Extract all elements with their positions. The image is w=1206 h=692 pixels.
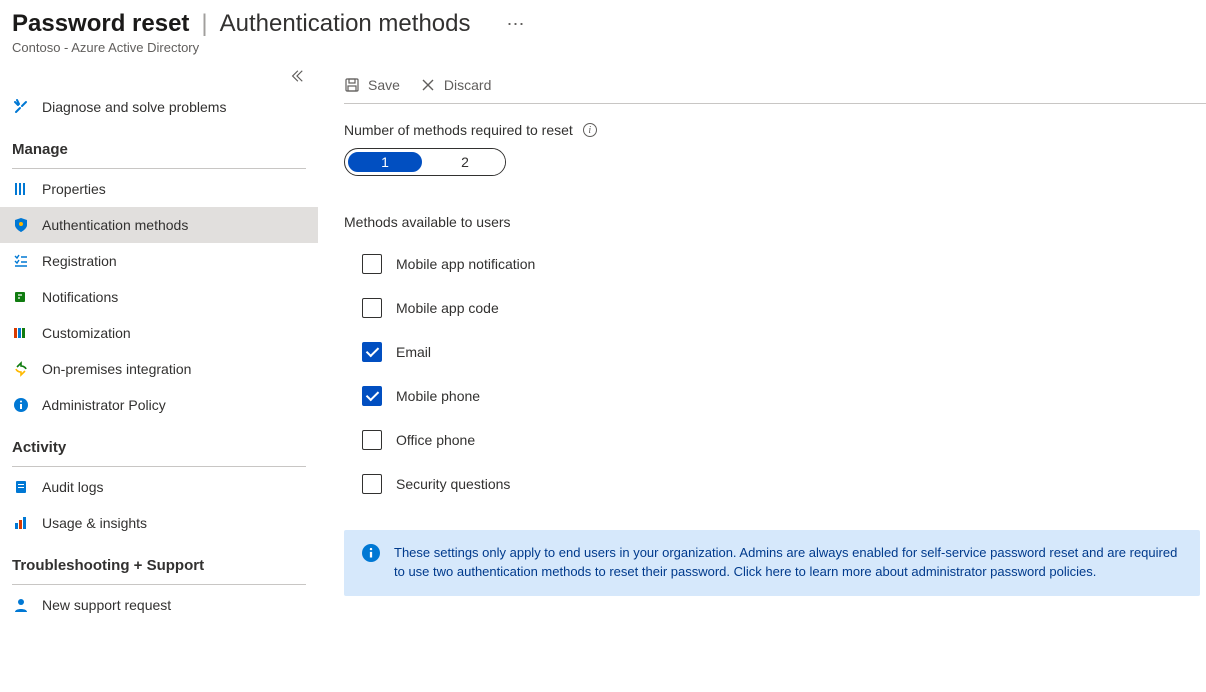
checkbox-label: Security questions (396, 476, 510, 492)
sidebar-item-label: Customization (42, 325, 131, 341)
divider (12, 168, 306, 169)
sidebar-item-audit[interactable]: Audit logs (0, 469, 318, 505)
more-actions-icon[interactable]: ⋯ (506, 14, 524, 35)
checkbox-email[interactable] (362, 342, 382, 362)
sync-icon (12, 360, 30, 378)
checkbox-security-q[interactable] (362, 474, 382, 494)
sidebar-item-diagnose[interactable]: Diagnose and solve problems (0, 89, 318, 125)
save-button[interactable]: Save (344, 77, 400, 93)
sidebar-section-support: Troubleshooting + Support (0, 541, 318, 580)
sidebar-item-customization[interactable]: Customization (0, 315, 318, 351)
sidebar-item-label: On-premises integration (42, 361, 191, 377)
checkbox-label: Mobile app code (396, 300, 499, 316)
properties-icon (12, 180, 30, 198)
palette-icon (12, 324, 30, 342)
discard-button[interactable]: Discard (420, 77, 491, 93)
sidebar-item-label: Administrator Policy (42, 397, 166, 413)
checkbox-app-notif[interactable] (362, 254, 382, 274)
sidebar-item-onprem[interactable]: On-premises integration (0, 351, 318, 387)
divider (12, 584, 306, 585)
checkbox-label: Mobile app notification (396, 256, 535, 272)
sidebar-item-label: Diagnose and solve problems (42, 99, 226, 115)
methods-required-label: Number of methods required to reset i (344, 122, 1206, 138)
checkbox-mobile[interactable] (362, 386, 382, 406)
checkbox-office[interactable] (362, 430, 382, 450)
toggle-option-1[interactable]: 1 (346, 150, 424, 174)
breadcrumb: Contoso - Azure Active Directory (12, 40, 1194, 55)
sidebar-item-label: Audit logs (42, 479, 103, 495)
checkbox-label: Office phone (396, 432, 475, 448)
page-title-light: Authentication methods (220, 10, 471, 38)
command-bar: Save Discard (344, 71, 1206, 104)
wrench-icon (12, 98, 30, 116)
methods-required-toggle[interactable]: 1 2 (344, 148, 506, 176)
sidebar-item-label: Authentication methods (42, 217, 188, 233)
method-row-office: Office phone (362, 430, 1206, 450)
divider (12, 466, 306, 467)
sidebar-item-label: New support request (42, 597, 171, 613)
sidebar: Diagnose and solve problems Manage Prope… (0, 61, 318, 691)
main-content: Save Discard Number of methods required … (318, 61, 1206, 691)
save-label: Save (368, 77, 400, 93)
info-icon (12, 396, 30, 414)
sidebar-item-admin-policy[interactable]: Administrator Policy (0, 387, 318, 423)
sidebar-section-manage: Manage (0, 125, 318, 164)
info-tooltip-icon[interactable]: i (583, 123, 597, 137)
methods-list: Mobile app notification Mobile app code … (344, 254, 1206, 494)
methods-available-label: Methods available to users (344, 214, 1206, 230)
info-banner: These settings only apply to end users i… (344, 530, 1200, 596)
log-icon (12, 478, 30, 496)
sidebar-item-label: Usage & insights (42, 515, 147, 531)
checkbox-label: Email (396, 344, 431, 360)
megaphone-icon (12, 288, 30, 306)
shield-icon (12, 216, 30, 234)
sidebar-item-notifications[interactable]: Notifications (0, 279, 318, 315)
method-row-security-q: Security questions (362, 474, 1206, 494)
sidebar-item-auth-methods[interactable]: Authentication methods (0, 207, 318, 243)
method-row-mobile: Mobile phone (362, 386, 1206, 406)
banner-text[interactable]: These settings only apply to end users i… (394, 544, 1182, 582)
sidebar-item-registration[interactable]: Registration (0, 243, 318, 279)
discard-label: Discard (444, 77, 491, 93)
method-row-app-notif: Mobile app notification (362, 254, 1206, 274)
sidebar-item-usage[interactable]: Usage & insights (0, 505, 318, 541)
checkbox-app-code[interactable] (362, 298, 382, 318)
sidebar-item-support[interactable]: New support request (0, 587, 318, 623)
sidebar-item-label: Properties (42, 181, 106, 197)
toggle-option-2[interactable]: 2 (425, 149, 505, 175)
chart-icon (12, 514, 30, 532)
page-header: Password reset | Authentication methods … (0, 0, 1206, 61)
checklist-icon (12, 252, 30, 270)
method-row-email: Email (362, 342, 1206, 362)
person-support-icon (12, 596, 30, 614)
sidebar-item-label: Registration (42, 253, 117, 269)
method-row-app-code: Mobile app code (362, 298, 1206, 318)
title-separator: | (201, 10, 207, 38)
info-icon (362, 544, 380, 562)
checkbox-label: Mobile phone (396, 388, 480, 404)
collapse-sidebar-icon[interactable] (290, 69, 304, 85)
sidebar-item-label: Notifications (42, 289, 118, 305)
page-title-bold: Password reset (12, 10, 189, 38)
sidebar-item-properties[interactable]: Properties (0, 171, 318, 207)
sidebar-section-activity: Activity (0, 423, 318, 462)
